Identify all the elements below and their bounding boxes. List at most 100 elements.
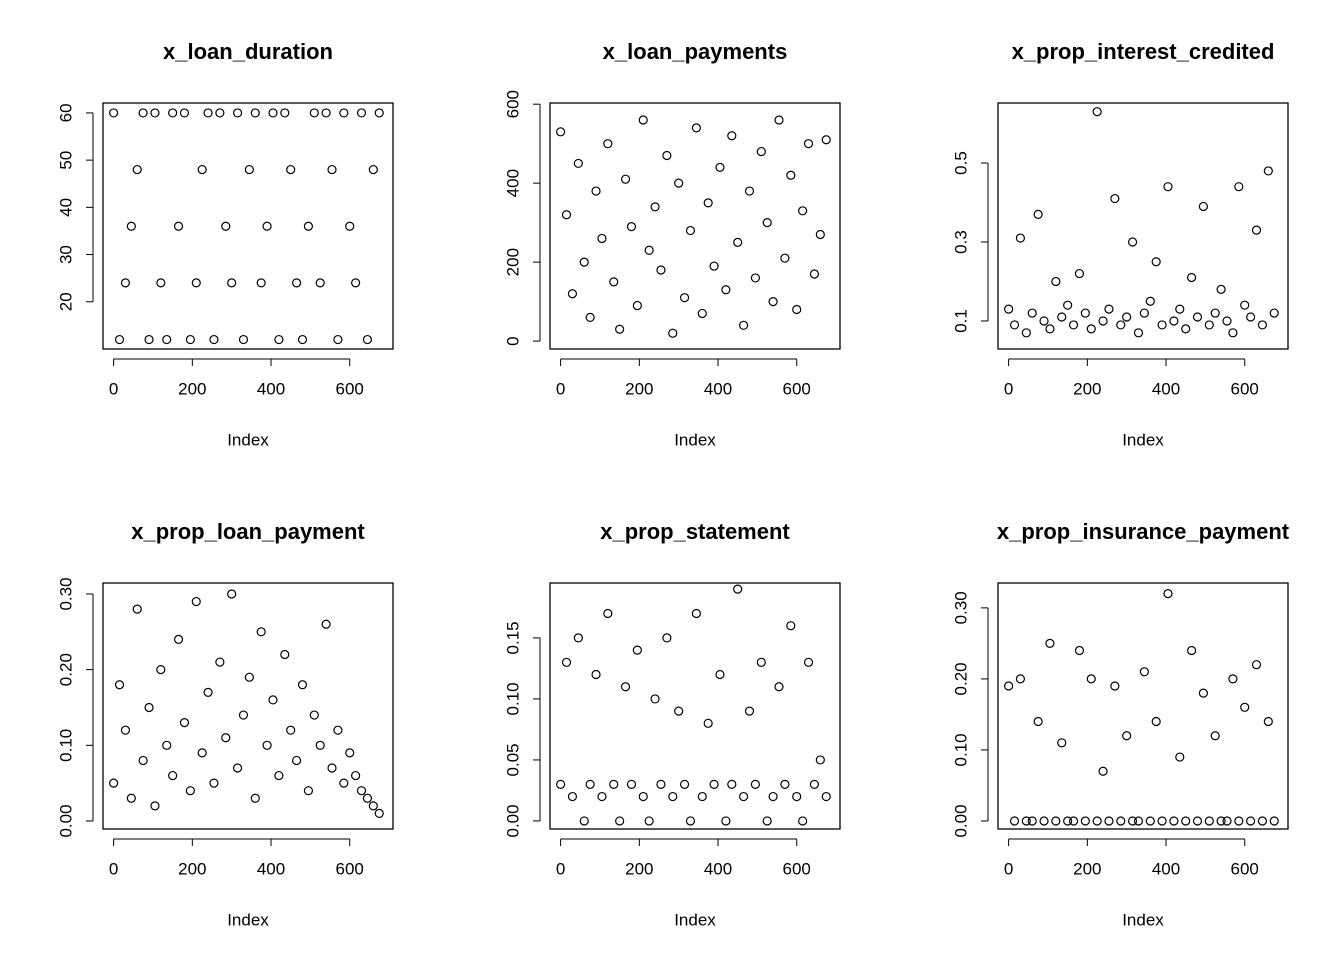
x-tick-label: 200 [178, 379, 206, 398]
point [1074, 268, 1085, 279]
point [597, 791, 607, 802]
point [268, 695, 278, 705]
point [591, 186, 601, 196]
point [297, 334, 308, 345]
point [274, 770, 284, 781]
y-tick-label: 0.00 [503, 804, 522, 837]
point [738, 791, 749, 802]
point [1222, 316, 1232, 326]
point [697, 791, 707, 802]
point [162, 334, 172, 345]
point [244, 672, 254, 682]
point [762, 816, 772, 826]
point [744, 706, 755, 716]
point [286, 164, 296, 175]
point [1163, 182, 1173, 192]
panel-title: x_prop_insurance_payment [997, 519, 1290, 544]
point [244, 164, 254, 175]
point [191, 596, 201, 607]
y-tick-label: 400 [503, 169, 522, 197]
point [315, 740, 325, 750]
point [1228, 674, 1238, 684]
point [733, 237, 743, 247]
point [1175, 304, 1185, 314]
point [1186, 272, 1197, 283]
point [333, 334, 343, 345]
point [798, 816, 808, 826]
y-tick-label: 60 [56, 103, 75, 122]
y-tick-label: 600 [503, 90, 522, 118]
x-tick-label: 0 [556, 379, 565, 398]
point [821, 135, 831, 145]
point [303, 221, 314, 231]
y-tick-label: 50 [56, 151, 75, 170]
point [1009, 816, 1020, 826]
point [109, 778, 119, 788]
y-tick-label: 0.00 [56, 804, 75, 837]
point [668, 791, 678, 802]
point [556, 127, 566, 137]
point [1004, 304, 1014, 314]
point [203, 687, 213, 697]
point [362, 334, 373, 345]
point [573, 633, 583, 643]
point [126, 793, 136, 803]
point [780, 779, 790, 789]
point [715, 669, 725, 680]
x-tick-label: 400 [704, 379, 732, 398]
plot-box [102, 582, 394, 830]
point [138, 755, 148, 766]
point [1039, 816, 1049, 826]
x-axis-label: Index [227, 430, 269, 449]
point [1151, 716, 1161, 727]
point [798, 206, 808, 216]
point [603, 139, 613, 149]
point [1098, 766, 1108, 776]
point [1063, 816, 1073, 826]
point [620, 682, 631, 692]
point [1133, 328, 1144, 338]
point [780, 253, 790, 263]
y-tick-label: 0 [503, 336, 522, 345]
point [579, 816, 589, 826]
point [238, 334, 249, 345]
point [291, 278, 302, 288]
point [1210, 731, 1220, 741]
point [1086, 674, 1096, 684]
x-tick-label: 600 [336, 859, 364, 878]
point [374, 108, 384, 118]
point [1198, 688, 1209, 698]
y-tick-label: 0.20 [951, 662, 970, 695]
point [185, 334, 195, 345]
point [1222, 816, 1232, 826]
point [609, 277, 619, 287]
point [691, 608, 701, 619]
point [774, 682, 784, 692]
point [291, 755, 302, 766]
point [362, 793, 373, 803]
panel-title: x_prop_interest_credited [1012, 39, 1275, 64]
point [109, 108, 119, 118]
point [1122, 312, 1132, 322]
point [1133, 816, 1144, 826]
point [227, 589, 237, 599]
y-tick-label: 20 [56, 292, 75, 311]
y-tick-label: 0.30 [951, 591, 970, 624]
point [768, 791, 778, 802]
point [1057, 738, 1067, 748]
point [632, 645, 642, 655]
point [567, 289, 578, 299]
point [626, 779, 637, 789]
x-tick-label: 600 [1231, 859, 1259, 878]
point [1051, 816, 1061, 826]
point [620, 174, 631, 184]
point [644, 245, 654, 255]
point [351, 770, 361, 781]
point [1175, 752, 1185, 762]
point [703, 718, 713, 728]
point [256, 278, 266, 288]
point [1086, 324, 1096, 334]
point [674, 178, 684, 188]
point [1127, 237, 1138, 247]
y-tick-label: 0.30 [56, 577, 75, 610]
